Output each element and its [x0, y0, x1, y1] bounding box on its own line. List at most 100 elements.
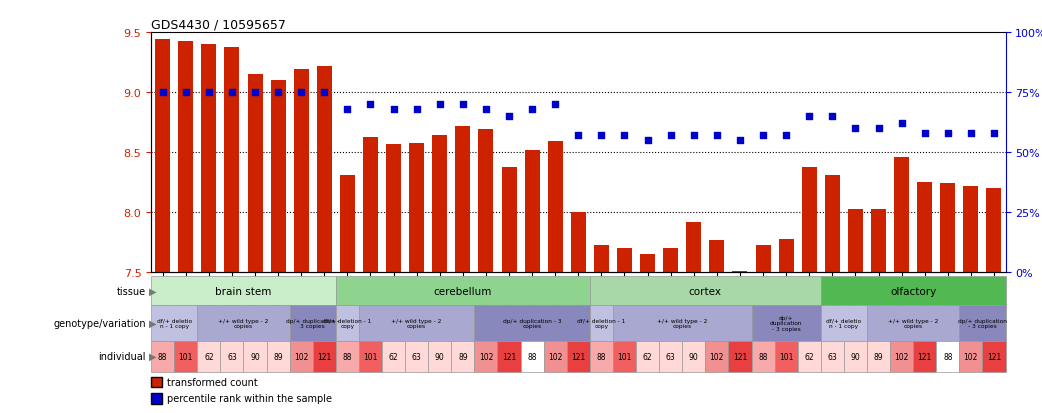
Point [801, 114, 818, 120]
Bar [594, 245, 609, 413]
Point [593, 133, 610, 139]
Bar [728, 341, 751, 372]
Point [731, 138, 748, 144]
Bar [571, 213, 586, 413]
Point [616, 133, 632, 139]
Text: dp/+ duplication -
3 copies: dp/+ duplication - 3 copies [287, 318, 340, 329]
Text: df/+ deletio
n - 1 copy: df/+ deletio n - 1 copy [826, 318, 862, 329]
Bar [613, 306, 751, 341]
Bar [410, 143, 424, 413]
Bar [220, 341, 244, 372]
Bar [983, 341, 1006, 372]
Text: 88: 88 [158, 352, 168, 361]
Text: 121: 121 [317, 352, 331, 361]
Point [686, 133, 702, 139]
Point [154, 90, 171, 96]
Text: GDS4430 / 10595657: GDS4430 / 10595657 [151, 19, 286, 32]
Bar [987, 189, 1001, 413]
Bar [455, 126, 470, 413]
Text: 121: 121 [733, 352, 747, 361]
Bar [751, 306, 821, 341]
Point [431, 102, 448, 108]
Bar [640, 254, 655, 413]
Text: 90: 90 [689, 352, 698, 361]
Point [547, 102, 564, 108]
Text: cerebellum: cerebellum [433, 286, 492, 296]
Bar [821, 306, 867, 341]
Text: 88: 88 [343, 352, 352, 361]
Bar [613, 341, 636, 372]
Bar [890, 341, 913, 372]
Point [940, 131, 957, 137]
Text: brain stem: brain stem [216, 286, 272, 296]
Bar [271, 81, 286, 413]
Bar [474, 306, 590, 341]
Text: df/+ deletio
n - 1 copy: df/+ deletio n - 1 copy [156, 318, 192, 329]
Bar [940, 184, 956, 413]
Bar [567, 341, 590, 372]
Text: 63: 63 [666, 352, 675, 361]
Text: 102: 102 [710, 352, 724, 361]
Text: +/+ wild type - 2
copies: +/+ wild type - 2 copies [888, 318, 939, 329]
Point [247, 90, 264, 96]
Point [824, 114, 841, 120]
Point [177, 90, 194, 96]
Bar [336, 306, 358, 341]
Point [663, 133, 679, 139]
Text: 101: 101 [779, 352, 793, 361]
Text: 88: 88 [943, 352, 952, 361]
Bar [548, 142, 563, 413]
Text: 121: 121 [987, 352, 1001, 361]
Bar [521, 341, 544, 372]
Bar [544, 341, 567, 372]
Text: 102: 102 [294, 352, 308, 361]
Text: 62: 62 [804, 352, 814, 361]
Bar [710, 240, 724, 413]
Bar [663, 249, 678, 413]
Bar [363, 137, 378, 413]
Bar [151, 306, 197, 341]
Bar [151, 341, 174, 372]
Point [270, 90, 287, 96]
Bar [821, 341, 844, 372]
Bar [432, 136, 447, 413]
Text: 63: 63 [827, 352, 837, 361]
Text: +/+ wild type - 2
copies: +/+ wild type - 2 copies [658, 318, 708, 329]
Text: dp/+ duplication - 3
copies: dp/+ duplication - 3 copies [503, 318, 562, 329]
Bar [733, 271, 747, 413]
Bar [178, 41, 193, 413]
Point [570, 133, 587, 139]
Text: 90: 90 [250, 352, 259, 361]
Point [963, 131, 979, 137]
Bar [201, 45, 217, 413]
Bar [358, 306, 474, 341]
Point [709, 133, 725, 139]
Bar [590, 306, 613, 341]
Point [986, 131, 1002, 137]
Bar [751, 341, 774, 372]
Text: 101: 101 [178, 352, 193, 361]
Bar [197, 306, 290, 341]
Bar [867, 341, 890, 372]
Text: dp/+
duplication
- 3 copies: dp/+ duplication - 3 copies [770, 315, 802, 332]
Point [893, 121, 910, 127]
Bar [778, 239, 794, 413]
Bar [386, 145, 401, 413]
Text: cortex: cortex [689, 286, 722, 296]
Text: 88: 88 [759, 352, 768, 361]
Bar [705, 341, 728, 372]
Bar [821, 277, 1006, 306]
Bar [617, 249, 632, 413]
Point [293, 90, 309, 96]
Bar [313, 341, 336, 372]
Bar [590, 341, 613, 372]
Bar [174, 341, 197, 372]
Text: individual: individual [98, 351, 146, 361]
Text: olfactory: olfactory [890, 286, 937, 296]
Point [870, 126, 887, 132]
Text: 89: 89 [273, 352, 283, 361]
Bar [336, 341, 358, 372]
Bar [590, 277, 821, 306]
Text: 62: 62 [643, 352, 652, 361]
Text: ▶: ▶ [149, 351, 156, 361]
